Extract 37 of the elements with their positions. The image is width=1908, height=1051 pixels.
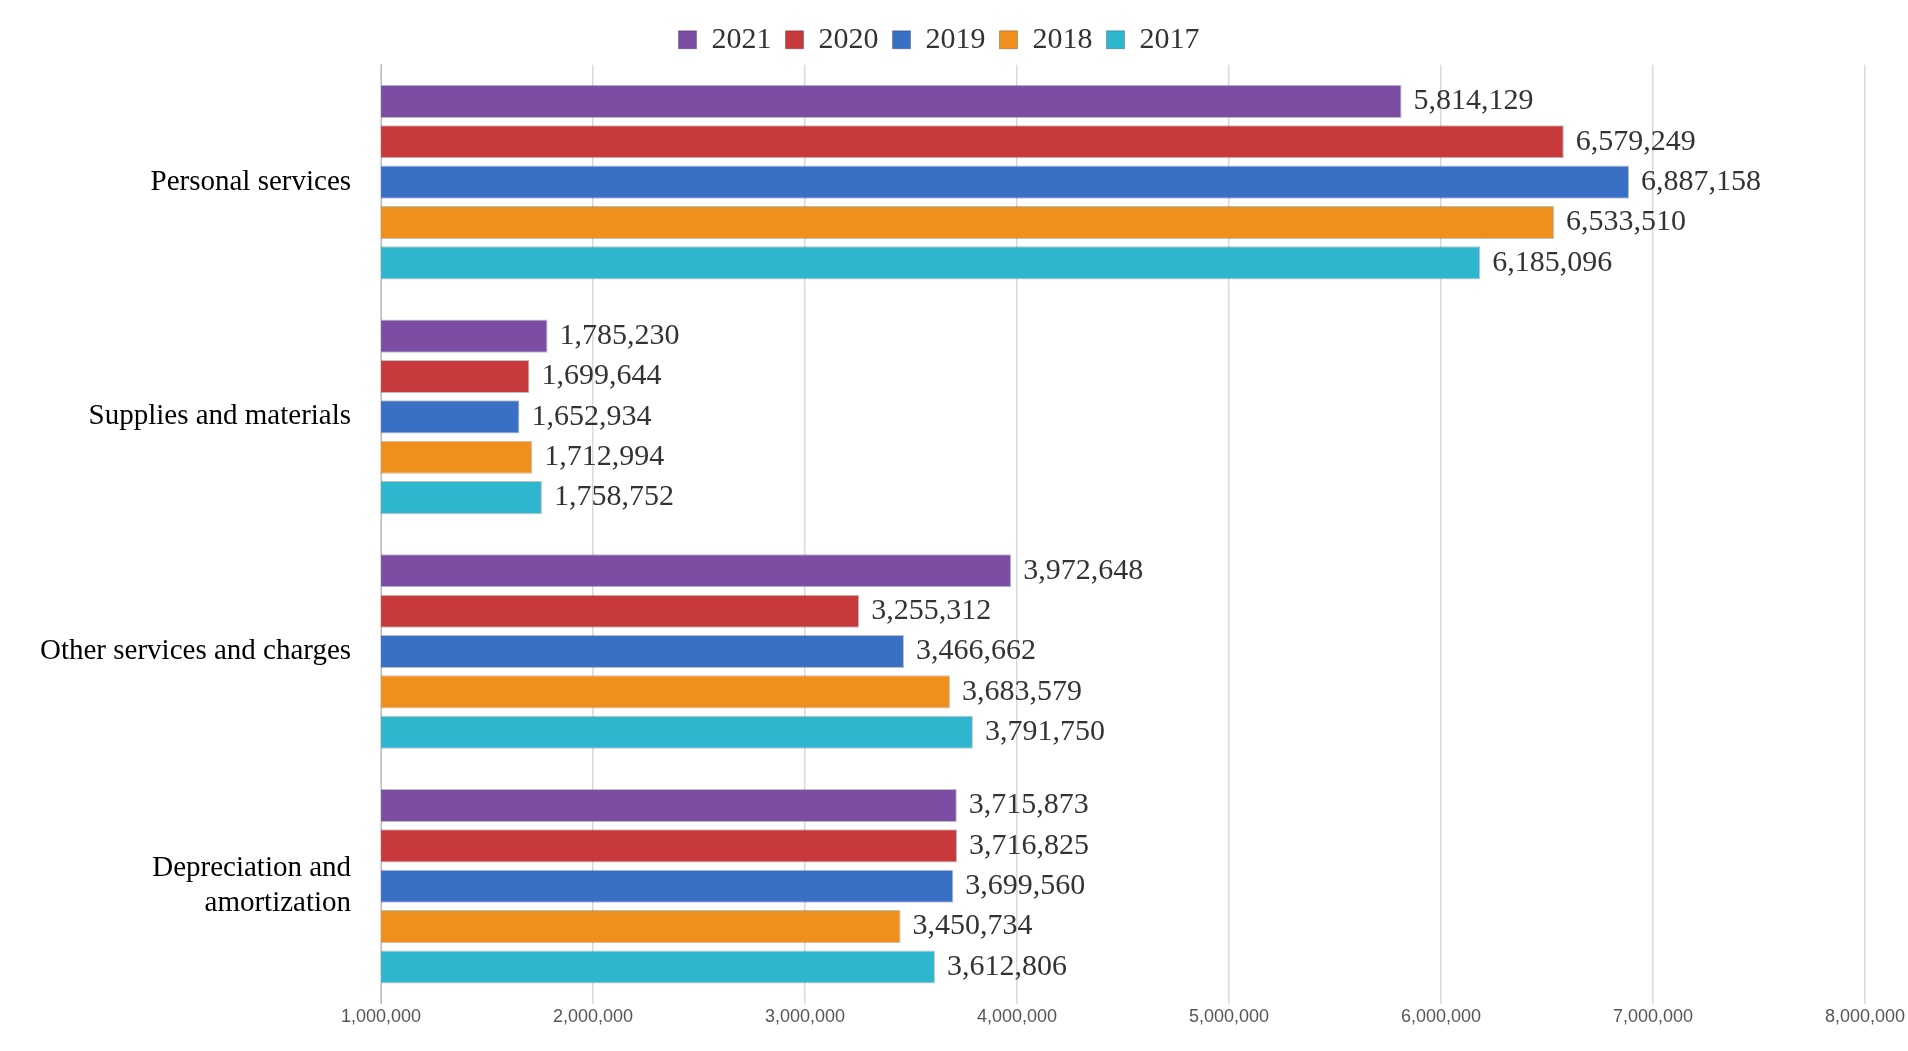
legend-label: 2021	[711, 20, 772, 54]
legend-label: 2019	[925, 20, 986, 54]
x-tick-label: 3,000,000	[765, 1006, 846, 1027]
data-label: 3,683,579	[961, 672, 1082, 706]
x-tick-label: 1,000,000	[341, 1006, 422, 1027]
y-tick-label: Supplies and materials	[88, 398, 352, 431]
x-tick-label: 2,000,000	[553, 1006, 634, 1027]
legend-label: 2020	[818, 20, 879, 54]
data-label: 1,785,230	[559, 316, 680, 350]
x-tick-label: 4,000,000	[976, 1006, 1058, 1027]
data-label: 3,716,825	[969, 826, 1089, 860]
data-label: 3,255,312	[871, 592, 992, 626]
data-label: 1,758,752	[553, 478, 674, 512]
data-label: 1,652,934	[531, 397, 652, 431]
x-tick-label: 6,000,000	[1400, 1006, 1482, 1027]
data-label: 6,533,510	[1566, 203, 1687, 237]
y-tick-label: Other services and charges	[39, 633, 352, 666]
data-label: 1,712,994	[544, 438, 665, 472]
x-tick-label: 7,000,000	[1612, 1006, 1694, 1027]
data-label: 3,791,750	[984, 713, 1105, 747]
data-label: 1,699,644	[541, 357, 662, 391]
data-label: 6,185,096	[1492, 243, 1613, 277]
y-tick-label: Personal services	[150, 163, 352, 196]
data-label: 6,579,249	[1575, 122, 1696, 156]
x-tick-label: 5,000,000	[1188, 1006, 1270, 1027]
data-label: 3,612,806	[946, 947, 1067, 981]
legend-label: 2018	[1032, 20, 1093, 54]
data-label: 3,699,560	[965, 867, 1086, 901]
y-tick-label: Depreciation and amortization	[152, 850, 352, 918]
data-label: 3,466,662	[915, 632, 1036, 666]
data-label: 3,450,734	[912, 907, 1033, 941]
legend-label: 2017	[1139, 20, 1200, 54]
data-label: 3,972,648	[1023, 551, 1144, 585]
data-label: 5,814,129	[1413, 82, 1534, 116]
data-label: 6,887,158	[1641, 163, 1762, 197]
data-label: 3,715,873	[968, 786, 1089, 820]
x-tick-label: 8,000,000	[1824, 1006, 1905, 1027]
